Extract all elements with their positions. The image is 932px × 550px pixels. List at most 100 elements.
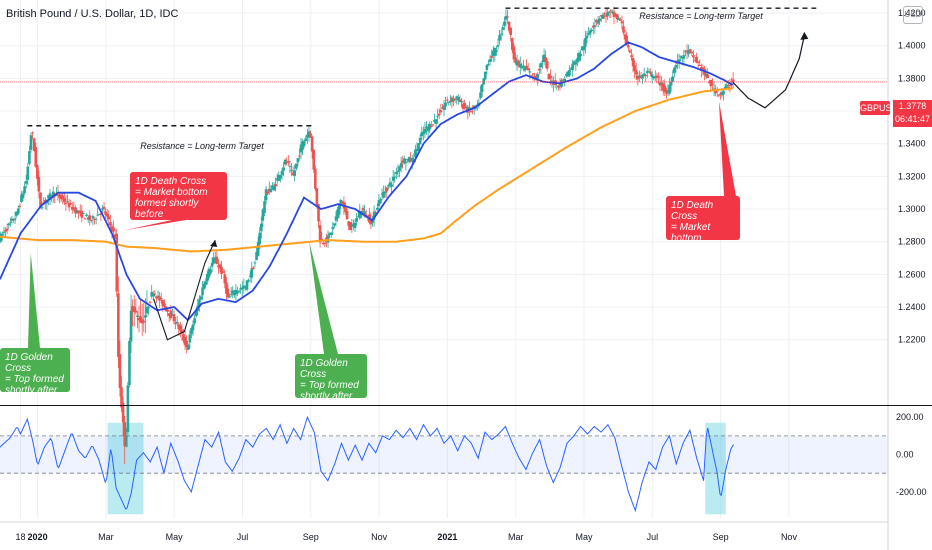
candle-body (353, 222, 357, 228)
candle-body (398, 166, 401, 171)
candle-body (406, 159, 409, 161)
candle-body (391, 176, 395, 181)
currency-button[interactable]: USD (903, 6, 923, 24)
candle-body (218, 264, 222, 269)
candle-body (512, 46, 516, 60)
candle-body (198, 299, 201, 308)
candle-body (690, 51, 694, 54)
candle-body (263, 201, 266, 214)
candle-body (649, 71, 652, 74)
x-tick-label: Nov (781, 532, 798, 542)
candle-body (107, 216, 111, 220)
candle-body (153, 293, 157, 295)
candle-body (615, 14, 619, 20)
candle-body (225, 282, 228, 294)
candle-body (558, 83, 562, 86)
candle-body (326, 235, 330, 243)
candle-body (248, 275, 252, 277)
candle-body (307, 131, 311, 137)
candle-body (350, 225, 354, 227)
candle-body (12, 219, 15, 221)
candle-body (409, 159, 412, 162)
candle-body (571, 63, 574, 71)
candle-body (91, 215, 95, 219)
candle-body (67, 202, 71, 208)
candle-body (361, 208, 365, 211)
callout-line: shortly after (300, 391, 353, 402)
candle-body (622, 26, 625, 33)
candle-body (444, 102, 447, 107)
candle-body (415, 148, 419, 151)
candle-body (633, 65, 636, 72)
candle-body (115, 233, 119, 292)
candle-body (109, 222, 112, 226)
candle-body (414, 149, 417, 158)
candle-body (245, 280, 249, 290)
candle-body (64, 203, 68, 205)
candle-body (126, 385, 130, 433)
candle-body (236, 291, 239, 294)
drawn-curve (153, 239, 216, 341)
callout-golden-cross-2: 1D Golden Cross = Top formed shortly aft… (295, 354, 367, 402)
candle-body (684, 50, 687, 52)
candle-body (720, 92, 724, 96)
candle-body (523, 67, 527, 71)
candle-body (123, 422, 127, 447)
candle-body (576, 58, 579, 63)
candle-body (314, 168, 317, 189)
oscillator-highlight-box (705, 422, 726, 515)
candle-body (37, 177, 41, 192)
candle-body (150, 292, 154, 297)
candle-body (717, 94, 721, 96)
candle-body (646, 71, 649, 74)
x-tick-label: May (166, 532, 184, 542)
candle-body (390, 184, 393, 187)
candle-body (102, 206, 106, 209)
candle-body (495, 49, 498, 52)
candle-body (692, 55, 695, 58)
candle-body (201, 287, 204, 296)
ma-50-line (0, 41, 734, 322)
candle-body (528, 71, 532, 73)
candle-body (247, 280, 250, 282)
oscillator-band-fill (0, 435, 888, 474)
candle-body (536, 74, 540, 79)
candle-body (488, 59, 492, 62)
candle-body (407, 157, 411, 162)
pointer-death-cross-1 (124, 220, 186, 231)
candle-body (90, 220, 93, 222)
candle-body (182, 334, 185, 341)
candle-body (266, 191, 269, 194)
callout-pointers (28, 101, 736, 354)
candle-body (156, 295, 160, 297)
candle-body (244, 285, 247, 289)
candle-body (542, 54, 546, 63)
candle-body (323, 242, 327, 244)
candle-body (105, 213, 109, 217)
x-tick-label: 2021 (437, 532, 457, 542)
candle-body (301, 141, 304, 150)
osc-y-tick-label: 200.00 (896, 412, 924, 422)
candle-body (140, 319, 144, 324)
candle-body (711, 83, 714, 85)
candle-body (315, 188, 319, 207)
candlesticks (0, 6, 735, 465)
x-tick-label: Mar (98, 532, 114, 542)
candle-body (337, 204, 341, 215)
candle-body (612, 11, 616, 17)
candle-body (145, 307, 149, 314)
candle-body (461, 103, 465, 109)
candle-body (727, 86, 730, 88)
candle-body (277, 174, 281, 181)
candle-body (682, 55, 686, 59)
candle-body (166, 309, 169, 312)
candle-body (598, 18, 601, 22)
candle-body (334, 216, 338, 221)
candle-body (206, 274, 209, 282)
candle-body (212, 257, 215, 264)
candle-body (242, 285, 246, 289)
candle-body (328, 233, 331, 236)
candle-body (32, 138, 36, 151)
candle-body (20, 194, 23, 202)
